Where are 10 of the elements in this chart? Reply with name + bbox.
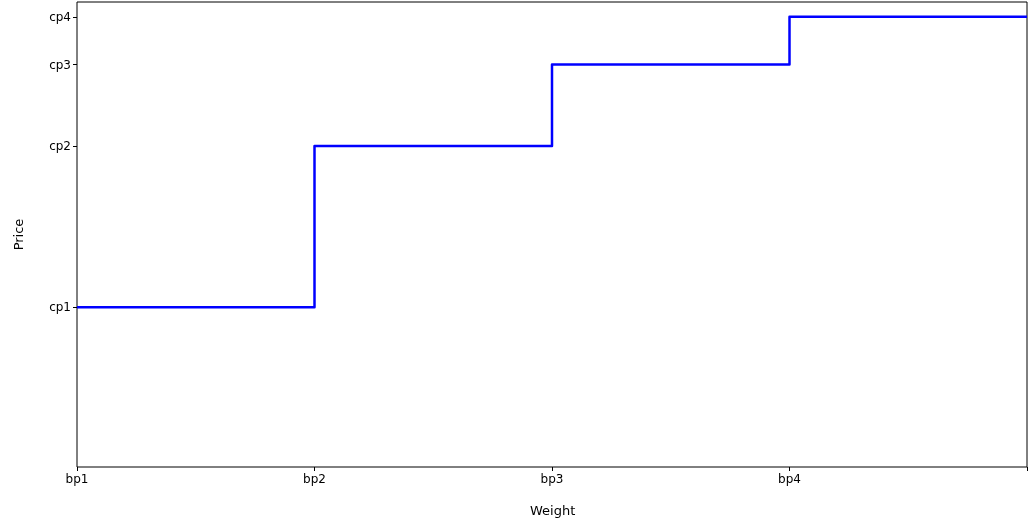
text: cp4 bbox=[49, 9, 71, 24]
x-tick-label: bp1 bbox=[65, 472, 89, 486]
y-axis-title: Price bbox=[11, 218, 26, 251]
text: cp2 bbox=[49, 139, 71, 154]
x-tick-label: bp4 bbox=[778, 472, 801, 486]
x-axis-title: Weight bbox=[530, 503, 576, 518]
x-tick-label: bp2 bbox=[303, 472, 326, 486]
text: cp1 bbox=[49, 300, 71, 315]
x-tick-label: bp3 bbox=[540, 472, 564, 486]
text: cp3 bbox=[49, 57, 71, 72]
